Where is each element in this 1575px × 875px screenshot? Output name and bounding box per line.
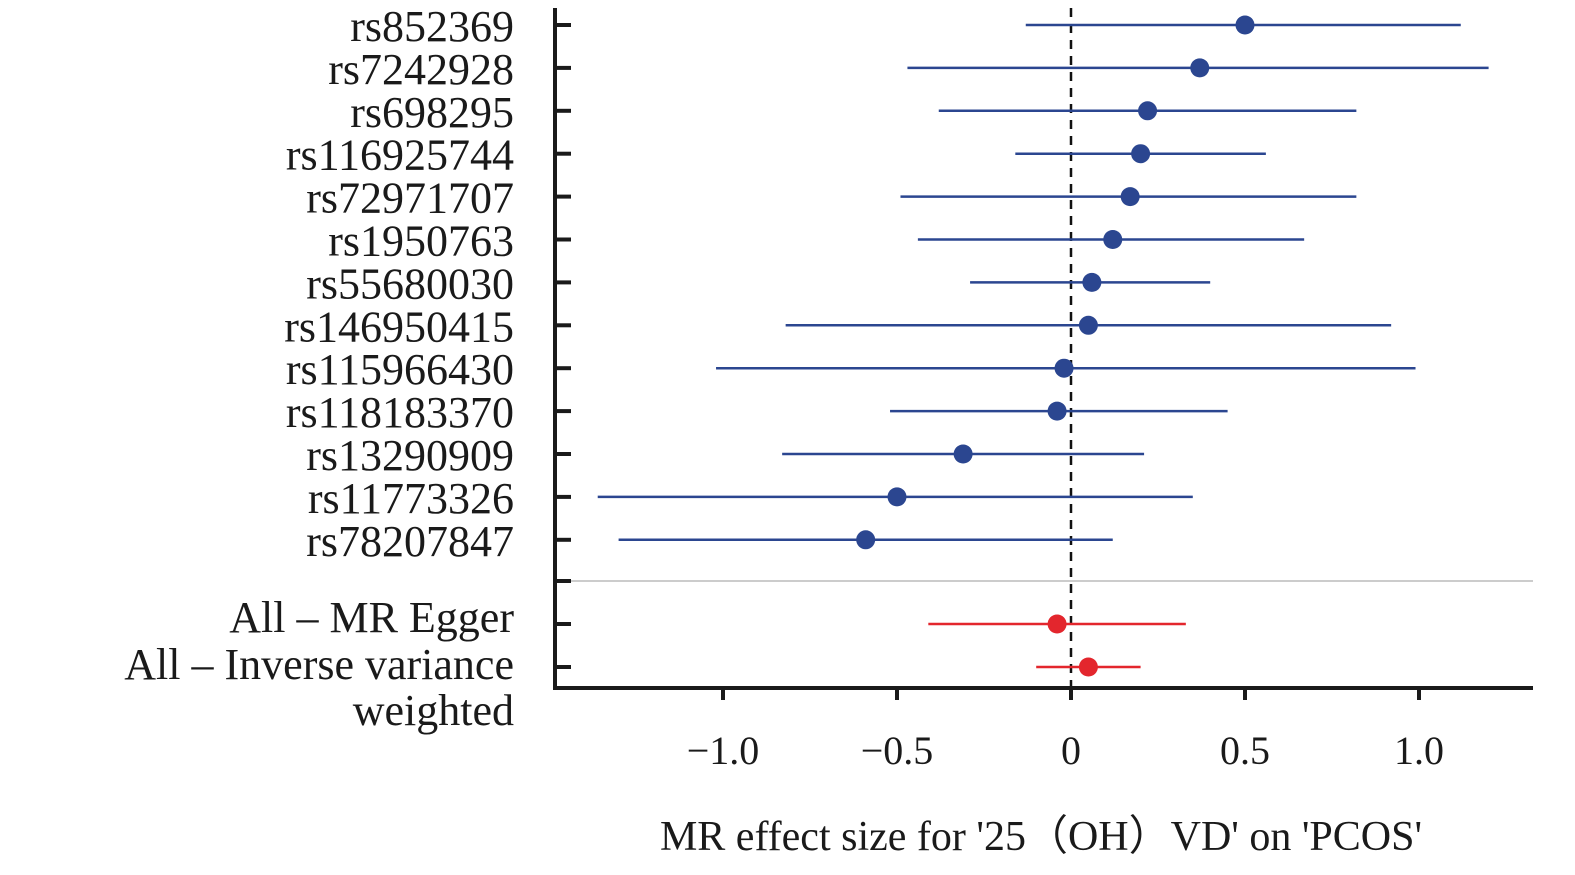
summary-label: All – Inverse variance [124, 640, 514, 689]
x-axis-title: MR effect size for '25（OH）VD' on 'PCOS' [660, 814, 1422, 860]
snp-estimate-point [953, 444, 973, 464]
snp-estimate-point [887, 487, 907, 507]
snp-label: rs7242928 [328, 45, 514, 94]
snp-estimate-point [1082, 272, 1102, 292]
x-tick-label: −0.5 [861, 728, 934, 773]
snp-estimate-point [1047, 401, 1067, 421]
x-tick-label: 0.5 [1220, 728, 1270, 773]
snp-label: rs78207847 [306, 517, 514, 566]
x-tick-label: 0 [1061, 728, 1081, 773]
snp-estimate-point [1103, 230, 1123, 249]
snp-estimate-point [1054, 358, 1074, 378]
snp-label: rs852369 [350, 2, 514, 51]
snp-estimate-point [1235, 15, 1255, 35]
snp-label: rs118183370 [286, 388, 514, 437]
snp-label: rs11773326 [308, 474, 514, 523]
snp-label: rs72971707 [306, 174, 514, 223]
snp-label: rs698295 [350, 88, 514, 137]
summary-label: All – MR Egger [229, 593, 514, 642]
snp-label: rs115966430 [286, 345, 514, 394]
summary-estimate-point [1078, 657, 1098, 677]
snp-label: rs1950763 [328, 217, 514, 266]
snp-label: rs146950415 [284, 302, 514, 351]
x-tick-label: −1.0 [687, 728, 760, 773]
snp-label: rs116925744 [286, 131, 514, 180]
snp-estimate-point [1120, 187, 1140, 207]
summary-estimate-point [1047, 614, 1067, 634]
snp-estimate-point [1078, 315, 1098, 335]
snp-label: rs55680030 [306, 259, 514, 308]
snp-estimate-point [856, 530, 876, 550]
x-tick-label: 1.0 [1394, 728, 1444, 773]
snp-estimate-point [1190, 58, 1210, 78]
snp-label: rs13290909 [306, 431, 514, 480]
summary-label: weighted [353, 686, 514, 735]
snp-estimate-point [1131, 144, 1151, 164]
snp-estimate-point [1138, 101, 1158, 121]
